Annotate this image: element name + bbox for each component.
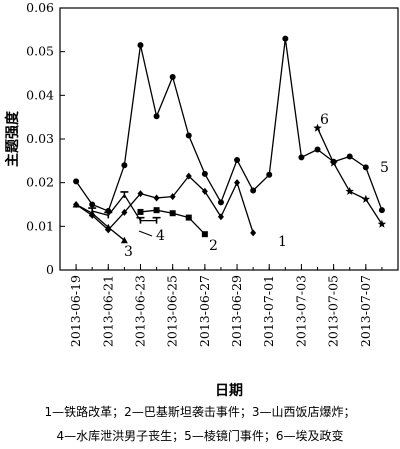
y-tick-label: 0 (46, 262, 54, 277)
x-tick-label: 2013-07-07 (358, 275, 373, 347)
series-1-point (362, 164, 369, 171)
series-5-point (234, 179, 241, 187)
series-label-3: 3 (124, 244, 133, 260)
series-1-line (75, 37, 383, 212)
series-1-point (137, 42, 144, 49)
x-tick-label: 2013-07-01 (261, 275, 276, 347)
x-tick-label: 2013-06-19 (68, 275, 83, 347)
series-label-1: 1 (278, 234, 287, 250)
series-5-point (153, 194, 160, 202)
series-1-point (234, 156, 241, 163)
series-6-point (313, 123, 322, 132)
series-5-line (75, 175, 254, 234)
series-1-point (314, 146, 321, 153)
y-tick-label: 0.04 (26, 87, 54, 102)
series-4 (88, 191, 161, 224)
y-tick-label: 0.03 (26, 131, 54, 146)
y-axis: 0 0.01 0.02 0.03 0.04 0.05 0.06 (26, 0, 65, 277)
legend-line-1: 1—铁路改革；2—巴基斯坦袭击事件；3—山西饭店爆炸； (45, 404, 356, 419)
series-1-point (298, 154, 305, 161)
series-6-line (316, 127, 383, 225)
series-6-point (377, 219, 387, 228)
series-5-point (250, 229, 257, 237)
series-label-6: 6 (320, 112, 329, 128)
series-6 (313, 123, 387, 228)
series-5-point (217, 213, 224, 221)
series-4-point (120, 191, 129, 198)
series-2-point (153, 207, 160, 214)
series-4-point (136, 216, 145, 224)
series-1-point (89, 201, 96, 208)
series-2-point (137, 208, 144, 215)
y-axis-title: 主题强度 (4, 110, 21, 167)
series-1-point (266, 171, 273, 178)
plot-frame (59, 7, 399, 271)
series-6-point (329, 158, 338, 167)
series-2-point (169, 210, 176, 217)
series-5-point (137, 190, 144, 198)
series-1-point (153, 113, 160, 120)
series-1-point (346, 153, 353, 160)
x-tick-label: 2013-06-29 (229, 275, 244, 347)
series-5-point (105, 226, 112, 234)
x-tick-label: 2013-06-23 (132, 275, 147, 347)
series-6-point (361, 194, 371, 203)
series-2-point (185, 214, 192, 221)
x-tick-label: 2013-06-25 (165, 275, 180, 347)
series-1-point (121, 162, 128, 169)
series-4-point (152, 216, 161, 224)
series-label-layer: 1 2 3 4 5 6 (124, 112, 389, 260)
series-6-point (345, 186, 354, 196)
y-tick-label: 0.05 (26, 44, 54, 59)
series-1 (73, 35, 385, 215)
series-5-point (169, 193, 176, 201)
series-1-point (73, 178, 80, 185)
x-tick-label: 2013-07-03 (293, 275, 308, 347)
y-tick-label: 0.01 (26, 218, 54, 233)
series-1-point (201, 170, 208, 177)
series-1-point (185, 132, 192, 139)
x-tick-label: 2013-06-27 (197, 275, 212, 347)
series-5-point (121, 208, 128, 216)
series-label-5: 5 (380, 160, 389, 176)
y-tick-label: 0.06 (26, 0, 54, 15)
series-3-point (120, 236, 128, 244)
series-layer (72, 35, 387, 244)
y-tick-label: 0.02 (26, 175, 54, 190)
series-1-point (282, 35, 289, 42)
series-5-point (185, 172, 192, 180)
series-2-point (201, 231, 208, 238)
legend-line-2: 4—水库泄洪男子丧生；5—棱镜门事件；6—埃及政变 (57, 428, 344, 443)
x-axis: 2013-06-19 2013-06-21 2013-06-23 2013-06-25… (68, 264, 383, 347)
series-1-point (217, 199, 224, 206)
x-tick-label: 2013-06-21 (100, 275, 115, 347)
series-1-point (250, 187, 257, 194)
x-tick-label: 2013-07-05 (326, 275, 341, 347)
series-5-point (89, 211, 96, 219)
series-1-point (169, 73, 176, 80)
series-label-4: 4 (156, 228, 165, 244)
series-2 (137, 207, 208, 238)
series-5 (73, 172, 257, 237)
series-5-point (201, 187, 208, 195)
series-3-line (75, 203, 125, 241)
series-label-2: 2 (209, 238, 218, 254)
series-1-point (378, 207, 385, 214)
x-axis-title: 日期 (215, 383, 243, 399)
series-label-4-leader (138, 230, 153, 237)
series-5-point (73, 201, 80, 208)
series-4-point (104, 211, 113, 219)
